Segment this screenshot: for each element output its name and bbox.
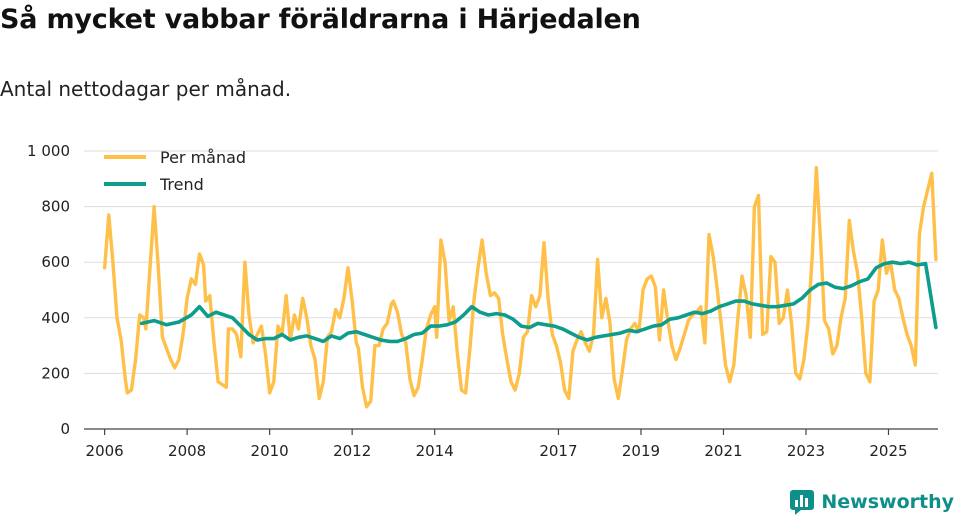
y-tick-label: 600 (41, 253, 70, 271)
x-tick-label: 2008 (168, 442, 206, 460)
x-tick-label: 2023 (787, 442, 825, 460)
x-tick-label: 2019 (622, 442, 660, 460)
x-tick-label: 2006 (86, 442, 124, 460)
series-line-monthly (102, 166, 938, 409)
chart-subtitle: Antal nettodagar per månad. (0, 77, 292, 101)
y-axis-tick-labels: 0 200 400 600 800 1 000 (27, 142, 70, 438)
x-axis: 2006 2008 2010 2012 2014 2017 2019 2021 2023 2025 (84, 428, 938, 460)
x-tick-label: 2025 (869, 442, 907, 460)
y-tick-label: 800 (41, 198, 70, 216)
y-tick-label: 400 (41, 309, 70, 327)
newsworthy-logo-icon (790, 490, 815, 515)
chart-title: Så mycket vabbar föräldrarna i Härjedale… (0, 4, 641, 35)
x-tick-label: 2012 (333, 442, 371, 460)
x-tick-label: 2021 (704, 442, 742, 460)
newsworthy-brand: Newsworthy (789, 489, 954, 515)
legend: Per månad Trend (104, 148, 246, 194)
series-line-trend (140, 260, 938, 344)
y-tick-label: 200 (41, 364, 70, 382)
x-tick-label: 2014 (416, 442, 454, 460)
x-tick-label: 2010 (251, 442, 289, 460)
legend-label-trend: Trend (159, 175, 204, 194)
series-lines (102, 166, 938, 409)
brand-name: Newsworthy (821, 491, 954, 513)
y-tick-label: 0 (60, 420, 70, 438)
y-tick-label: 1 000 (27, 142, 70, 160)
x-tick-label: 2017 (539, 442, 577, 460)
legend-label-monthly: Per månad (160, 148, 246, 167)
